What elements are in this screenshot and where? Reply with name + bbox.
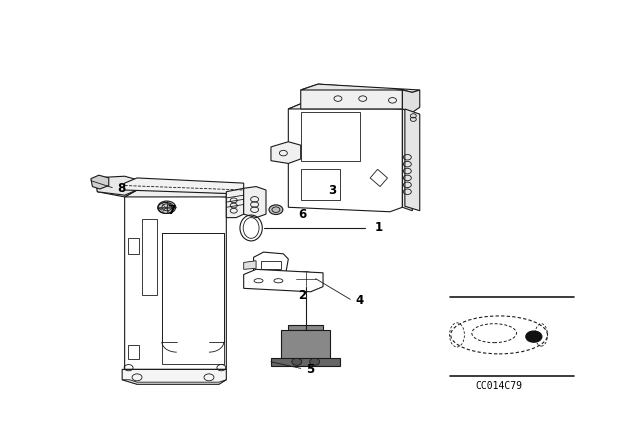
Polygon shape: [405, 109, 420, 211]
Polygon shape: [301, 169, 340, 200]
Circle shape: [310, 358, 319, 365]
Text: 3: 3: [328, 184, 336, 197]
Text: 6: 6: [298, 208, 307, 221]
Polygon shape: [253, 252, 288, 273]
Polygon shape: [301, 112, 360, 161]
Text: 1: 1: [375, 221, 383, 234]
Text: 4: 4: [355, 294, 364, 307]
Polygon shape: [125, 186, 227, 197]
Polygon shape: [403, 90, 420, 112]
Circle shape: [158, 201, 176, 214]
Polygon shape: [244, 269, 323, 292]
Polygon shape: [288, 104, 412, 112]
Circle shape: [296, 272, 316, 285]
Polygon shape: [91, 175, 109, 189]
Polygon shape: [370, 169, 388, 186]
Polygon shape: [142, 220, 157, 295]
Polygon shape: [281, 331, 330, 359]
Polygon shape: [96, 176, 137, 195]
Polygon shape: [125, 178, 244, 194]
Polygon shape: [271, 142, 301, 164]
Polygon shape: [301, 84, 403, 109]
Polygon shape: [125, 190, 227, 370]
Text: CC014C79: CC014C79: [476, 382, 523, 392]
Polygon shape: [288, 104, 403, 212]
Polygon shape: [122, 370, 227, 384]
Polygon shape: [97, 178, 137, 197]
Circle shape: [269, 205, 283, 215]
Text: 7: 7: [167, 204, 175, 217]
Polygon shape: [244, 261, 256, 269]
Circle shape: [526, 331, 542, 342]
Text: 5: 5: [306, 363, 314, 376]
Polygon shape: [128, 238, 138, 254]
Polygon shape: [301, 84, 420, 92]
Polygon shape: [227, 188, 244, 218]
Polygon shape: [162, 233, 224, 364]
Text: 2: 2: [298, 289, 307, 302]
Polygon shape: [122, 380, 227, 384]
Circle shape: [292, 358, 301, 365]
Polygon shape: [244, 186, 266, 218]
Polygon shape: [128, 345, 138, 359]
Polygon shape: [403, 109, 412, 211]
Polygon shape: [288, 324, 323, 331]
Polygon shape: [271, 358, 340, 366]
Polygon shape: [261, 261, 281, 269]
Text: 8: 8: [117, 182, 125, 195]
